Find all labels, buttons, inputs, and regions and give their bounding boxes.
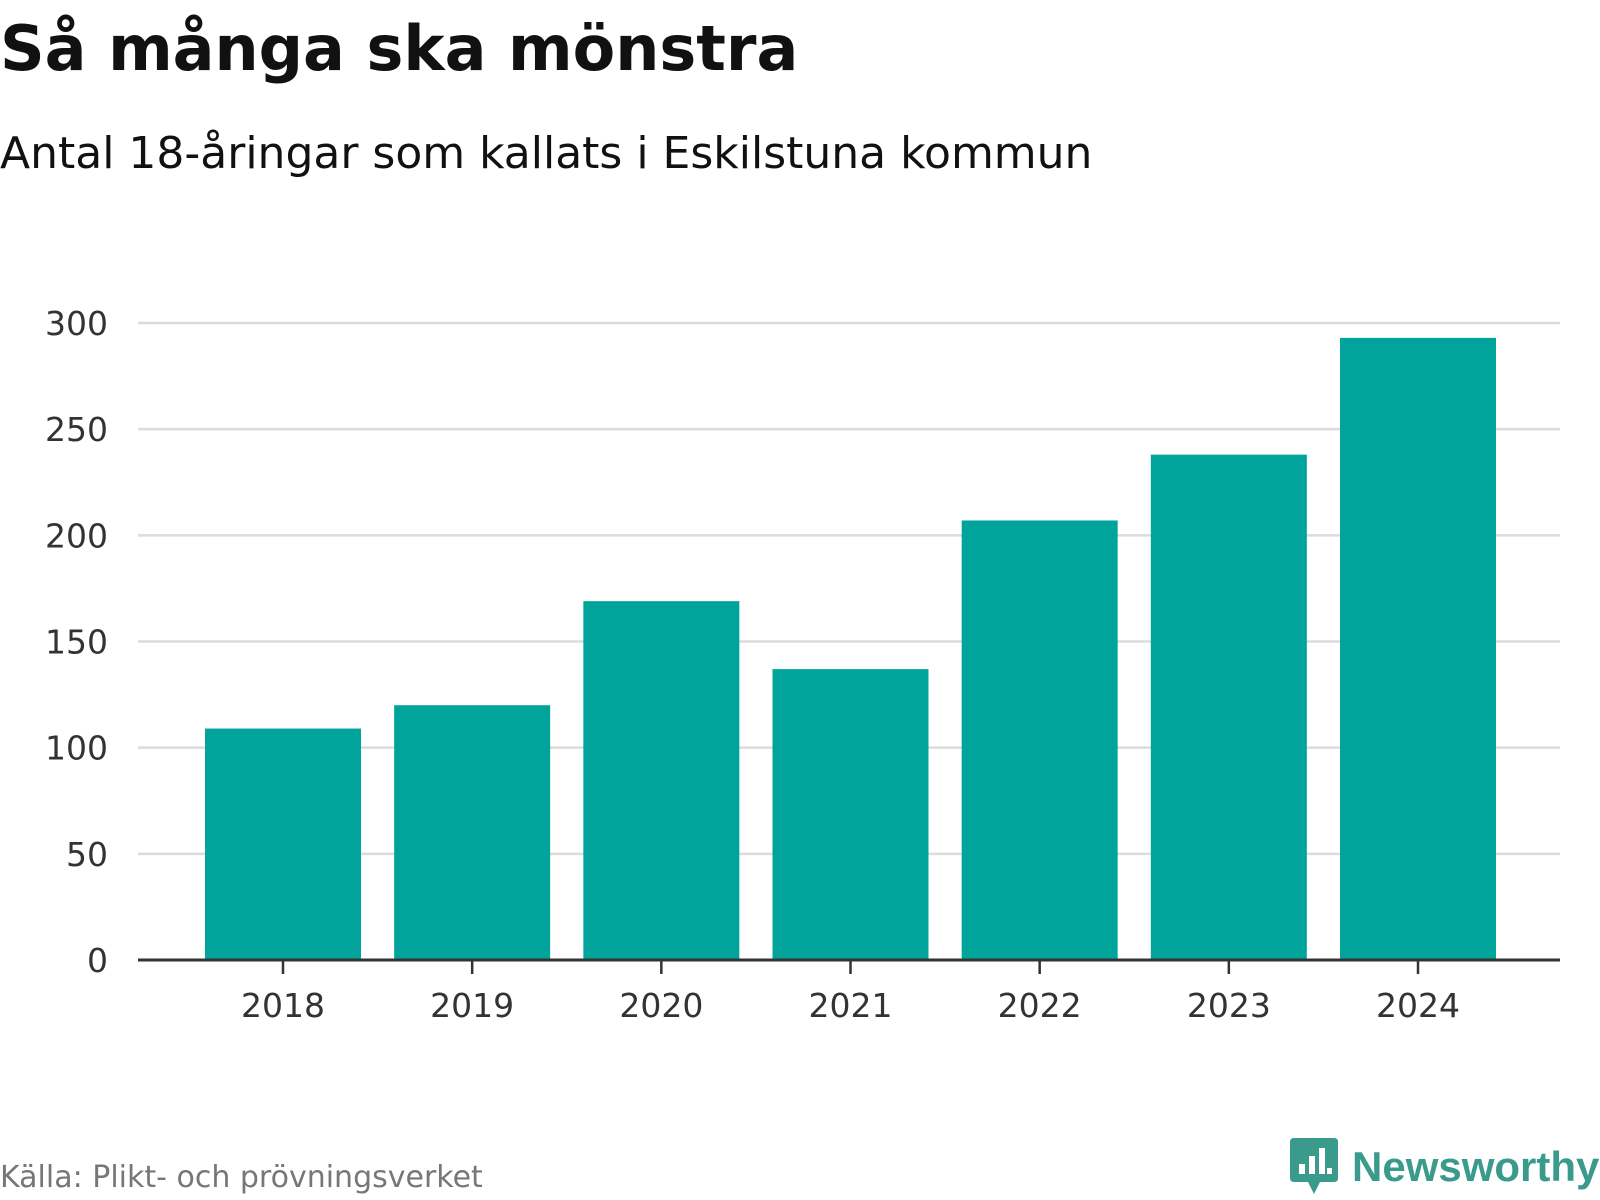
bar-2024 [1340, 337, 1496, 960]
y-tick-label: 0 [87, 941, 108, 980]
x-tick-label: 2019 [430, 986, 514, 1025]
x-tick-label: 2021 [809, 986, 893, 1025]
newsworthy-logo-icon [1290, 1138, 1338, 1194]
y-tick-label: 300 [45, 304, 108, 343]
chart-subtitle: Antal 18-åringar som kallats i Eskilstun… [0, 128, 1093, 179]
x-tick-label: 2020 [619, 986, 703, 1025]
chart-title: Så många ska mönstra [0, 12, 799, 85]
bar-2018 [205, 728, 361, 960]
x-tick-label: 2023 [1187, 986, 1271, 1025]
bar-chart: 0 50 100 150 200 250 300 2018 2019 2020 2021 2022 20… [45, 304, 1560, 1025]
x-tick-label: 2018 [241, 986, 325, 1025]
bar-2021 [772, 669, 929, 960]
source-note: Källa: Plikt- och prövningsverket [0, 1160, 483, 1195]
y-tick-label: 250 [45, 410, 108, 449]
y-tick-label: 50 [66, 835, 108, 874]
brand-logo: Newsworthy [1290, 1138, 1599, 1196]
y-tick-label: 150 [45, 623, 108, 662]
bars [205, 337, 1496, 960]
x-tick-label: 2022 [998, 986, 1082, 1025]
axes: 0 50 100 150 200 250 300 2018 2019 2020 2021 2022 20… [45, 304, 1560, 1025]
y-tick-label: 200 [45, 516, 108, 555]
bar-2022 [961, 520, 1118, 960]
bar-2023 [1150, 454, 1307, 960]
y-tick-label: 100 [45, 729, 108, 768]
x-tick-label: 2024 [1376, 986, 1460, 1025]
bar-2019 [394, 705, 551, 960]
brand-name: Newsworthy [1352, 1143, 1600, 1190]
bar-2020 [583, 601, 740, 960]
